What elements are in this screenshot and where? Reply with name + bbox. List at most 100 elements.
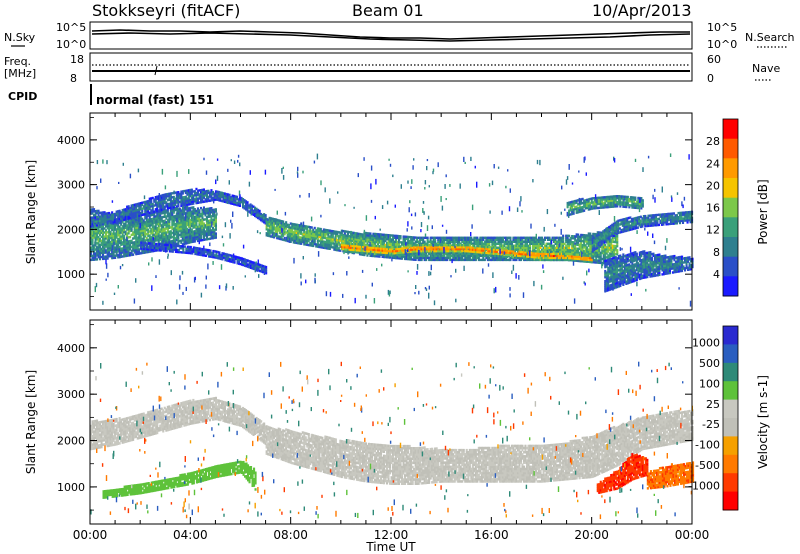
power-cell	[112, 232, 115, 235]
power-cell	[135, 240, 138, 244]
power-cell	[120, 243, 123, 246]
power-cell	[136, 246, 139, 249]
power-cell	[91, 230, 94, 233]
power-cell	[115, 252, 118, 255]
power-cell	[99, 255, 102, 259]
power-cell	[97, 209, 100, 213]
power-cell	[136, 220, 139, 223]
power-cell	[133, 225, 136, 228]
power-cell	[97, 227, 100, 231]
power-cell	[100, 217, 103, 220]
power-cell	[399, 235, 402, 238]
power-cell	[126, 228, 129, 231]
power-cell	[115, 242, 118, 245]
power-cell	[130, 221, 133, 224]
power-cell	[102, 257, 105, 261]
power-cell	[96, 252, 99, 255]
power-cell	[136, 230, 139, 233]
power-cell	[103, 241, 106, 244]
power-cell	[124, 238, 127, 242]
power-cell	[99, 229, 102, 233]
power-cell	[112, 250, 115, 254]
power-cell	[91, 258, 94, 261]
power-cell	[138, 240, 141, 243]
power-cell	[300, 222, 303, 225]
power-cell	[91, 238, 94, 241]
nave-tick-bottom: 0	[707, 72, 714, 85]
power-cell	[90, 236, 93, 239]
power-cell	[109, 236, 112, 240]
power-cell	[129, 241, 132, 245]
power-cell	[246, 201, 249, 204]
power-cell	[123, 249, 126, 252]
power-cell	[130, 233, 133, 236]
power-cell	[100, 251, 103, 255]
power-cell	[94, 214, 97, 217]
power-cell	[100, 231, 103, 234]
power-cell	[141, 219, 144, 222]
power-cell	[138, 234, 141, 237]
power-cell	[108, 249, 111, 252]
power-cell	[105, 245, 108, 248]
power-cell	[102, 231, 105, 234]
power-cell	[117, 232, 120, 235]
power-cell	[106, 241, 109, 244]
power-cell	[138, 236, 141, 239]
power-cell	[126, 220, 129, 223]
power-cell	[106, 257, 109, 260]
power-cell	[108, 230, 111, 234]
power-cell	[126, 250, 129, 253]
power-cell	[133, 231, 136, 234]
power-cell	[103, 227, 106, 230]
power-cell	[109, 255, 112, 258]
power-cell	[99, 215, 102, 218]
power-cell	[108, 255, 111, 258]
power-cell	[139, 227, 142, 231]
power-cell	[127, 222, 130, 225]
power-cell	[118, 251, 121, 255]
power-cell	[136, 226, 139, 229]
power-cell	[91, 210, 94, 213]
power-cell	[135, 230, 138, 234]
power-cell	[130, 223, 133, 226]
power-cell	[142, 233, 145, 236]
power-cell	[97, 250, 100, 253]
power-cell	[120, 227, 123, 230]
power-cell	[133, 243, 136, 246]
power-cell	[118, 233, 121, 237]
power-cell	[118, 235, 121, 239]
power-cell	[114, 226, 117, 229]
power-cell	[133, 218, 136, 222]
power-cell	[133, 233, 136, 236]
power-cell	[117, 225, 120, 229]
power-cell	[183, 245, 186, 248]
power-cell	[102, 241, 105, 244]
power-cell	[100, 211, 103, 214]
power-cell	[285, 221, 288, 224]
power-cell	[109, 224, 112, 228]
power-cell	[123, 255, 126, 258]
power-cell	[108, 235, 111, 238]
power-cell	[108, 239, 111, 242]
power-cell	[132, 247, 135, 250]
power-cell	[111, 242, 114, 246]
power-cell	[129, 254, 132, 257]
power-cell	[135, 222, 138, 226]
power-cell	[109, 246, 112, 250]
power-cell	[123, 230, 126, 234]
power-cell	[139, 234, 142, 237]
power-cell	[129, 225, 132, 229]
power-cell	[118, 231, 121, 235]
power-cell	[102, 243, 105, 246]
power-cell	[108, 241, 111, 244]
power-cell	[129, 235, 132, 239]
power-cell	[106, 253, 109, 256]
power-cell	[135, 238, 138, 242]
power-cell	[118, 245, 121, 249]
power-cell	[100, 247, 103, 251]
power-cell	[117, 240, 120, 243]
power-cell	[141, 231, 144, 235]
power-cell	[102, 227, 105, 230]
power-cell	[108, 237, 111, 240]
power-cell	[90, 240, 93, 243]
